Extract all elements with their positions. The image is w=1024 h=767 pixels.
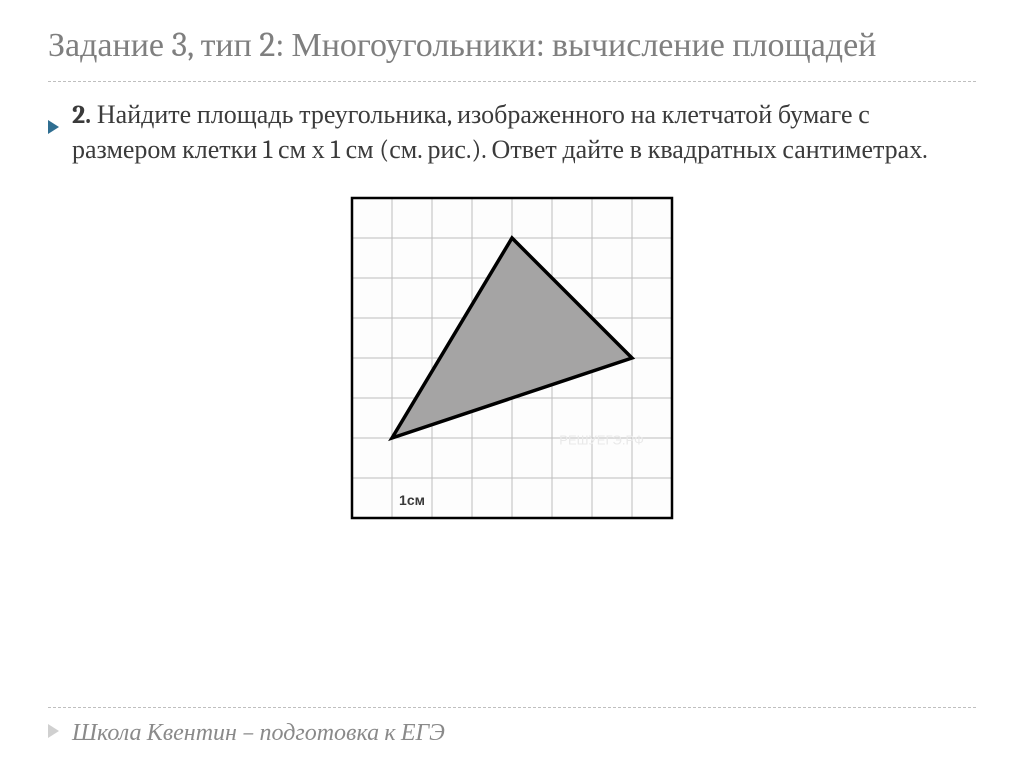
problem-body-text: Найдите площадь треугольника, изображенн… (72, 100, 928, 165)
grid-triangle-figure: РЕШУЕГЭ.РФ 1см (350, 196, 674, 520)
svg-text:РЕШУЕГЭ.РФ: РЕШУЕГЭ.РФ (559, 432, 644, 447)
problem-text: 2. Найдите площадь треугольника, изображ… (72, 98, 976, 168)
slide-body: 2. Найдите площадь треугольника, изображ… (48, 98, 976, 708)
figure-container: РЕШУЕГЭ.РФ 1см (48, 196, 976, 520)
slide-title: Задание 3, тип 2: Многоугольники: вычисл… (48, 24, 976, 82)
bullet-marker-icon (48, 109, 60, 144)
problem-bullet: 2. Найдите площадь треугольника, изображ… (48, 98, 976, 168)
problem-number: 2. (72, 100, 91, 130)
svg-text:1см: 1см (399, 492, 425, 508)
footer-text: Школа Квентин – подготовка к ЕГЭ (72, 718, 445, 747)
footer-marker-icon (48, 724, 60, 742)
slide-footer: Школа Квентин – подготовка к ЕГЭ (48, 707, 976, 747)
